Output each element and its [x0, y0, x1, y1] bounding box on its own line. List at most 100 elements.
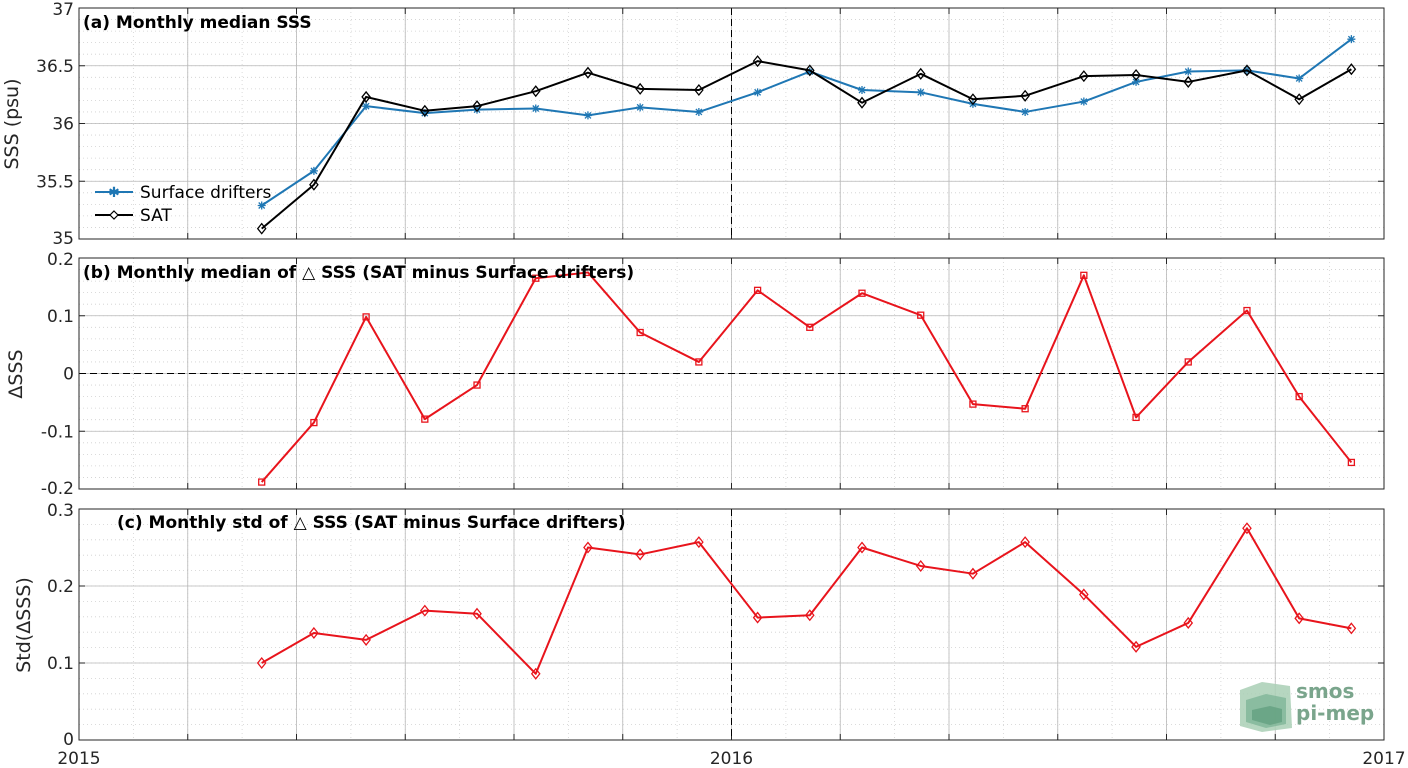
data-point — [583, 66, 593, 79]
data-point — [1294, 612, 1305, 625]
x-tick-label: 2017 — [1362, 749, 1405, 768]
data-point — [635, 548, 645, 561]
legend-label-sat: SAT — [140, 206, 172, 226]
data-point — [695, 358, 703, 366]
data-point — [309, 166, 318, 175]
data-point — [258, 478, 266, 486]
data-point — [857, 96, 867, 109]
data-point — [1079, 588, 1089, 601]
panel-monthly-median-sss: 35 35.5 36 36.5 37 (a) Monthly median SSS SS… — [1, 0, 1385, 249]
data-point — [753, 286, 762, 294]
data-point — [1184, 67, 1193, 76]
panel-monthly-std-delta-sss: 0 0.1 0.2 0.3 (c) Monthly std of △ SSS (SAT… — [13, 501, 1406, 768]
data-point — [419, 604, 430, 617]
legend: ✱ Surface drifters SAT — [95, 183, 271, 226]
data-point — [583, 541, 593, 554]
y-tick-label: 0.2 — [47, 577, 74, 597]
data-point — [694, 536, 704, 549]
data-point — [636, 328, 644, 337]
data-point — [804, 609, 815, 622]
diamond-marker-icon — [109, 210, 119, 220]
data-point — [256, 656, 267, 670]
data-point — [1131, 640, 1141, 653]
data-point — [1020, 536, 1030, 549]
data-point — [472, 100, 482, 113]
data-point — [1347, 458, 1356, 467]
data-point — [636, 103, 645, 112]
logo-line-2: pi-mep — [1296, 701, 1374, 725]
data-point — [1242, 522, 1252, 535]
data-point — [419, 104, 430, 117]
data-point — [1080, 271, 1088, 279]
y-tick-label: 0.2 — [47, 250, 74, 270]
data-point — [752, 55, 763, 68]
data-point — [917, 311, 925, 319]
data-point — [804, 64, 815, 77]
data-point — [916, 88, 925, 97]
panel-title: (c) Monthly std of △ SSS (SAT minus Surf… — [117, 513, 626, 533]
y-tick-label: 37 — [52, 0, 74, 20]
data-point — [694, 107, 703, 116]
data-point — [1021, 405, 1029, 413]
data-point — [473, 105, 482, 114]
data-point — [584, 268, 592, 277]
data-point — [1347, 35, 1356, 44]
data-point — [915, 559, 926, 573]
data-point — [256, 222, 267, 235]
data-point — [310, 418, 318, 427]
y-tick-label: 0.1 — [47, 654, 74, 674]
data-point — [1295, 392, 1303, 401]
data-point — [1184, 358, 1192, 366]
data-point — [969, 400, 977, 408]
data-point — [530, 667, 541, 680]
data-point — [1242, 64, 1252, 77]
y-tick-label: -0.2 — [41, 479, 74, 499]
data-point — [583, 111, 592, 120]
data-point — [531, 104, 540, 113]
data-point — [1132, 413, 1140, 422]
data-point — [1294, 93, 1305, 106]
smos-pi-mep-logo: smos pi-mep — [1240, 679, 1374, 732]
y-axis-label: SSS (psu) — [1, 78, 23, 169]
data-point — [1183, 75, 1194, 88]
y-tick-label: 0.3 — [47, 501, 74, 521]
data-point — [1132, 77, 1141, 86]
data-point — [1131, 68, 1141, 82]
data-point — [968, 93, 978, 106]
data-point — [472, 607, 482, 620]
data-point — [1295, 74, 1304, 83]
legend-label-drifters: Surface drifters — [140, 183, 271, 203]
data-point — [532, 274, 540, 282]
data-point — [309, 626, 319, 640]
data-point — [635, 82, 645, 95]
data-point — [694, 83, 704, 97]
axes-box — [78, 257, 1385, 490]
y-axis-label: ΔSSS — [5, 349, 27, 398]
data-point — [257, 201, 266, 210]
y-axis-label: Std(ΔSSS) — [13, 577, 35, 673]
y-tick-label: 35 — [52, 229, 74, 249]
data-point — [806, 323, 814, 331]
data-point — [753, 88, 762, 97]
x-axis-ticks: 2015 2016 2017 — [57, 749, 1405, 768]
y-tick-label: -0.1 — [41, 422, 74, 442]
series-line-sat — [261, 60, 1352, 230]
y-tick-label: 35.5 — [36, 172, 74, 192]
data-point — [857, 541, 867, 554]
data-point — [473, 381, 481, 389]
data-point — [1020, 89, 1030, 102]
series-line-delta-sss — [261, 527, 1352, 675]
data-point — [1079, 70, 1089, 83]
data-point — [361, 633, 371, 646]
axes-box — [78, 508, 1385, 741]
data-point — [1346, 63, 1357, 76]
y-tick-label: 0 — [63, 730, 74, 750]
y-tick-label: 36 — [52, 115, 74, 135]
x-tick-label: 2016 — [710, 749, 753, 768]
panel-monthly-median-delta-sss: -0.2 -0.1 0 0.1 0.2 (b) Monthly median of △ … — [5, 250, 1385, 499]
data-point — [858, 289, 866, 297]
data-point — [361, 90, 371, 103]
data-point — [1346, 622, 1357, 635]
panel-title: (b) Monthly median of △ SSS (SAT minus S… — [83, 263, 634, 283]
